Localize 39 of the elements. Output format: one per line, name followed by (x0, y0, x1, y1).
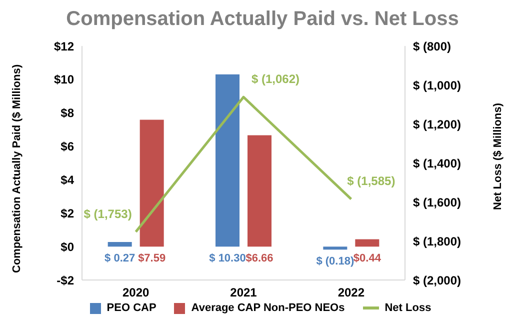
data-label: $0.44 (353, 252, 382, 265)
y2-axis-title: Net Loss ($ Millions) (492, 102, 504, 210)
bar (108, 242, 132, 247)
data-label: $ 0.27 (104, 252, 136, 265)
y2-tick-label: $ (1,800) (413, 234, 462, 248)
y2-tick-label: $ (1,000) (413, 78, 462, 92)
y-tick-label: $12 (54, 39, 74, 54)
bar (248, 135, 272, 247)
y-tick-label: $0 (60, 240, 74, 254)
bar (323, 246, 348, 250)
x-tick-label: 2021 (230, 286, 258, 300)
data-label: $ (1,062) (252, 72, 300, 86)
data-label: $ 10.30 (209, 252, 246, 265)
y-tick-label: $2 (60, 206, 74, 220)
legend-label: Net Loss (384, 302, 432, 314)
y-tick-label: -$2 (56, 273, 74, 288)
y-tick-label: $10 (54, 72, 74, 87)
bar (140, 120, 164, 247)
chart-title: Compensation Actually Paid vs. Net Loss (65, 8, 460, 32)
x-tick-label: 2020 (122, 286, 150, 300)
y2-tick-label: $ (800) (413, 39, 452, 54)
legend-label: PEO CAP (106, 302, 156, 314)
y-tick-label: $6 (60, 140, 74, 154)
data-label: $ (1,585) (347, 174, 396, 188)
y2-tick-label: $ (2,000) (413, 273, 462, 288)
bar (216, 74, 240, 247)
y2-tick-label: $ (1,200) (413, 117, 462, 132)
x-tick-label: 2022 (338, 286, 365, 300)
data-label: $6.66 (246, 252, 274, 265)
data-label: $7.59 (138, 252, 166, 265)
legend-label: Average CAP Non-PEO NEOs (190, 302, 345, 314)
data-label: $ (1,753) (84, 206, 132, 221)
y-axis-title: Compensation Actually Paid ($ Millions) (10, 64, 23, 273)
y2-tick-label: $ (1,600) (413, 195, 462, 210)
y-tick-label: $8 (60, 106, 74, 120)
data-label: $ (0.18) (316, 256, 354, 268)
y2-tick-label: $ (1,400) (413, 156, 462, 170)
bar (355, 239, 380, 247)
y-tick-label: $4 (60, 172, 74, 187)
